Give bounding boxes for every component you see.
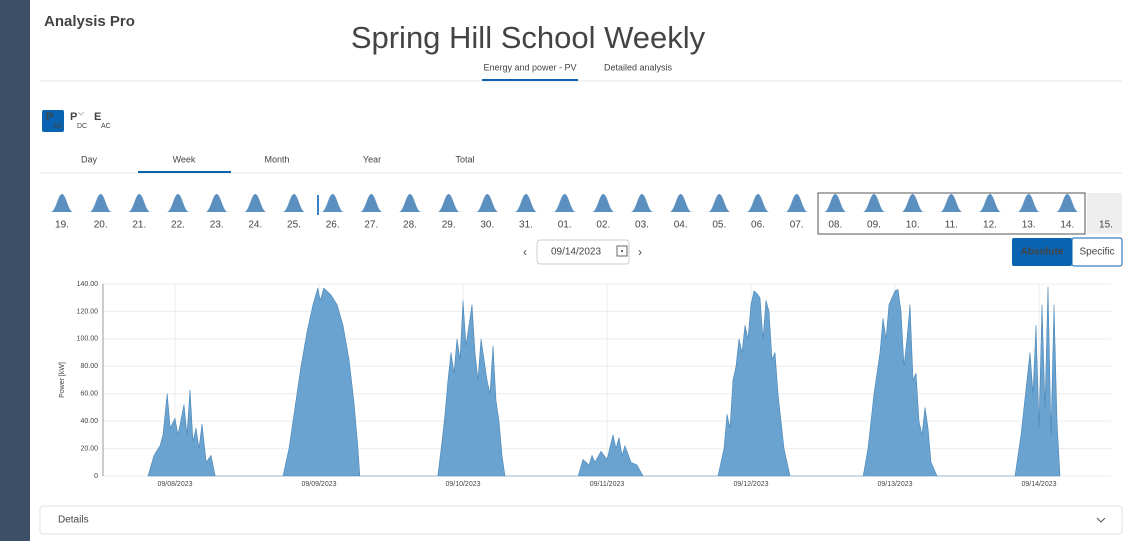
- day-thumbnail[interactable]: [51, 194, 73, 212]
- x-tick-label: 09/11/2023: [590, 481, 625, 488]
- day-thumbnail[interactable]: [940, 194, 962, 212]
- day-label[interactable]: 23.: [210, 220, 224, 231]
- day-label[interactable]: 25.: [287, 220, 301, 231]
- y-tick-label: 60.00: [80, 391, 98, 398]
- day-label[interactable]: 12.: [983, 220, 997, 231]
- day-thumbnail[interactable]: [90, 194, 112, 212]
- date-value: 09/14/2023: [551, 247, 601, 258]
- day-thumbnail[interactable]: [1018, 194, 1040, 212]
- day-thumbnail[interactable]: [515, 194, 537, 212]
- day-thumbnail[interactable]: [360, 194, 382, 212]
- x-tick-label: 09/12/2023: [733, 481, 768, 488]
- day-label[interactable]: 14.: [1060, 220, 1074, 231]
- day-thumbnail[interactable]: [631, 194, 653, 212]
- day-label[interactable]: 03.: [635, 220, 649, 231]
- day-thumbnail[interactable]: [283, 194, 305, 212]
- day-thumbnail[interactable]: [708, 194, 730, 212]
- y-axis-label: Power [kW]: [59, 362, 66, 398]
- day-thumbnail[interactable]: [128, 194, 150, 212]
- app-title: Analysis Pro: [44, 13, 135, 30]
- details-label: Details: [58, 515, 89, 526]
- day-label[interactable]: 21.: [132, 220, 146, 231]
- day-label[interactable]: 15.: [1099, 220, 1113, 231]
- day-label[interactable]: 31.: [519, 220, 533, 231]
- y-tick-label: 140.00: [77, 281, 99, 288]
- day-label[interactable]: 08.: [828, 220, 842, 231]
- measure-main: P: [46, 111, 53, 123]
- day-label[interactable]: 01.: [558, 220, 572, 231]
- day-label[interactable]: 06.: [751, 220, 765, 231]
- tab[interactable]: Energy and power - PV: [483, 62, 576, 72]
- calendar-dot: [621, 250, 623, 252]
- day-thumbnail[interactable]: [902, 194, 924, 212]
- day-thumbnail[interactable]: [322, 194, 344, 212]
- day-thumbnail[interactable]: [206, 194, 228, 212]
- app-screen: Analysis Pro Spring Hill School Weekly Ene…: [0, 0, 1127, 541]
- day-label[interactable]: 24.: [248, 220, 262, 231]
- day-label[interactable]: 30.: [480, 220, 494, 231]
- period-tab[interactable]: Total: [455, 154, 474, 164]
- day-thumbnail[interactable]: [476, 194, 498, 212]
- day-label[interactable]: 27.: [364, 220, 378, 231]
- y-tick-label: 120.00: [77, 308, 99, 315]
- day-thumbnail[interactable]: [399, 194, 421, 212]
- day-label[interactable]: 19.: [55, 220, 69, 231]
- day-thumbnail[interactable]: [747, 194, 769, 212]
- measure-sub: DC: [77, 123, 87, 130]
- y-tick-label: 40.00: [80, 418, 98, 425]
- x-tick-label: 09/10/2023: [445, 481, 480, 488]
- day-thumbnail[interactable]: [979, 194, 1001, 212]
- day-thumbnail[interactable]: [670, 194, 692, 212]
- y-tick-label: 20.00: [80, 445, 98, 452]
- day-label[interactable]: 20.: [94, 220, 108, 231]
- day-thumbnail[interactable]: [786, 194, 808, 212]
- x-tick-label: 09/08/2023: [157, 481, 192, 488]
- tab[interactable]: Detailed analysis: [604, 62, 673, 72]
- power-area: [148, 287, 1060, 476]
- day-label[interactable]: 09.: [867, 220, 881, 231]
- day-label[interactable]: 11.: [945, 220, 958, 231]
- day-label[interactable]: 29.: [442, 220, 456, 231]
- day-thumbnail[interactable]: [592, 194, 614, 212]
- day-thumbnail[interactable]: [554, 194, 576, 212]
- y-tick-label: 80.00: [80, 363, 98, 370]
- day-thumbnail[interactable]: [167, 194, 189, 212]
- period-tab[interactable]: Day: [81, 154, 98, 164]
- period-tab[interactable]: Year: [363, 154, 381, 164]
- day-label[interactable]: 26.: [326, 220, 340, 231]
- page-title: Spring Hill School Weekly: [351, 20, 706, 55]
- mode-label: Specific: [1079, 247, 1114, 258]
- day-thumbnail[interactable]: [824, 194, 846, 212]
- day-thumbnail[interactable]: [438, 194, 460, 212]
- day-label[interactable]: 07.: [790, 220, 804, 231]
- x-tick-label: 09/13/2023: [877, 481, 912, 488]
- day-label[interactable]: 13.: [1022, 220, 1036, 231]
- measure-main: P: [70, 111, 77, 123]
- day-thumbnail[interactable]: [244, 194, 266, 212]
- measure-main: E: [94, 111, 101, 123]
- next-button[interactable]: ›: [638, 245, 642, 259]
- day-label[interactable]: 04.: [674, 220, 688, 231]
- day-label[interactable]: 05.: [712, 220, 726, 231]
- day-thumbnail[interactable]: [863, 194, 885, 212]
- period-tab[interactable]: Month: [264, 154, 289, 164]
- x-tick-label: 09/09/2023: [301, 481, 336, 488]
- day-label[interactable]: 02.: [596, 220, 610, 231]
- details-panel[interactable]: [40, 506, 1122, 534]
- measure-sub: AC: [53, 123, 63, 130]
- measure-sub: AC: [101, 123, 111, 130]
- day-label[interactable]: 22.: [171, 220, 185, 231]
- mode-label: Absolute: [1021, 247, 1064, 258]
- y-tick-label: 100.00: [77, 336, 99, 343]
- y-tick-label: 0: [94, 473, 98, 480]
- page: {"header": {"app_title": "Analysis Pro",…: [0, 0, 1127, 541]
- prev-button[interactable]: ‹: [523, 245, 527, 259]
- day-label[interactable]: 28.: [403, 220, 417, 231]
- x-tick-label: 09/14/2023: [1021, 481, 1056, 488]
- period-tab[interactable]: Week: [173, 154, 196, 164]
- background-strip: [0, 0, 30, 541]
- day-label[interactable]: 10.: [906, 220, 920, 231]
- day-thumbnail[interactable]: [1056, 194, 1078, 212]
